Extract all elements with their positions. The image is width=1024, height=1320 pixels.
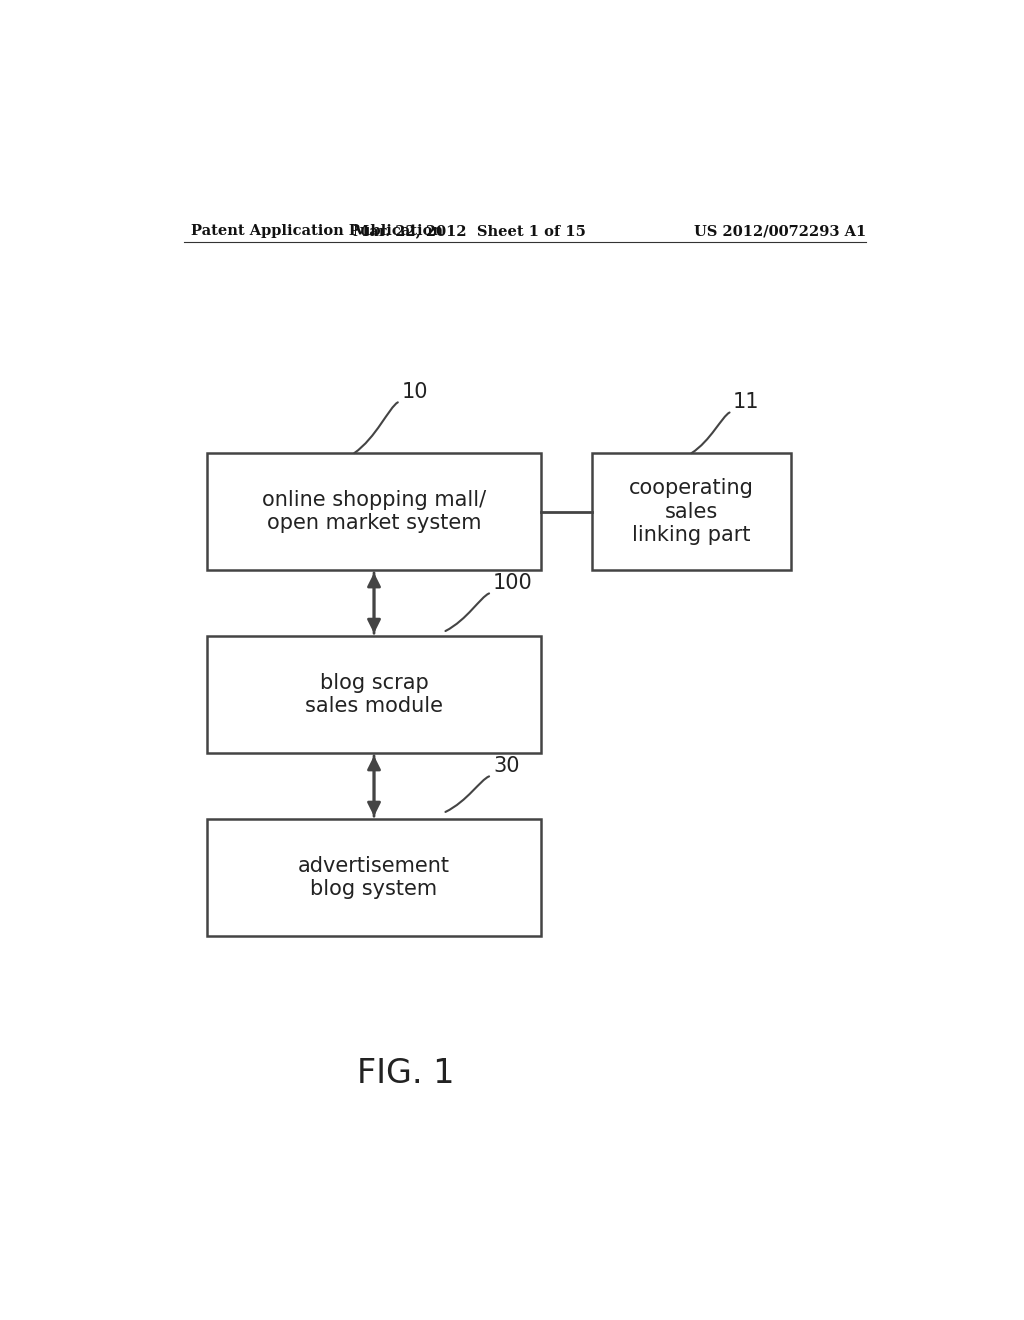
FancyBboxPatch shape xyxy=(207,453,541,570)
FancyBboxPatch shape xyxy=(207,818,541,936)
Text: advertisement
blog system: advertisement blog system xyxy=(298,855,450,899)
Text: FIG. 1: FIG. 1 xyxy=(357,1056,455,1090)
Text: 100: 100 xyxy=(494,573,532,594)
FancyBboxPatch shape xyxy=(207,636,541,752)
Text: 30: 30 xyxy=(494,756,519,776)
Text: Mar. 22, 2012  Sheet 1 of 15: Mar. 22, 2012 Sheet 1 of 15 xyxy=(353,224,586,239)
Text: blog scrap
sales module: blog scrap sales module xyxy=(305,673,443,717)
Text: online shopping mall/
open market system: online shopping mall/ open market system xyxy=(262,490,486,533)
Text: US 2012/0072293 A1: US 2012/0072293 A1 xyxy=(694,224,866,239)
Text: 11: 11 xyxy=(733,392,759,412)
FancyBboxPatch shape xyxy=(592,453,791,570)
Text: cooperating
sales
linking part: cooperating sales linking part xyxy=(629,478,754,545)
Text: 10: 10 xyxy=(401,383,428,403)
Text: Patent Application Publication: Patent Application Publication xyxy=(191,224,443,239)
